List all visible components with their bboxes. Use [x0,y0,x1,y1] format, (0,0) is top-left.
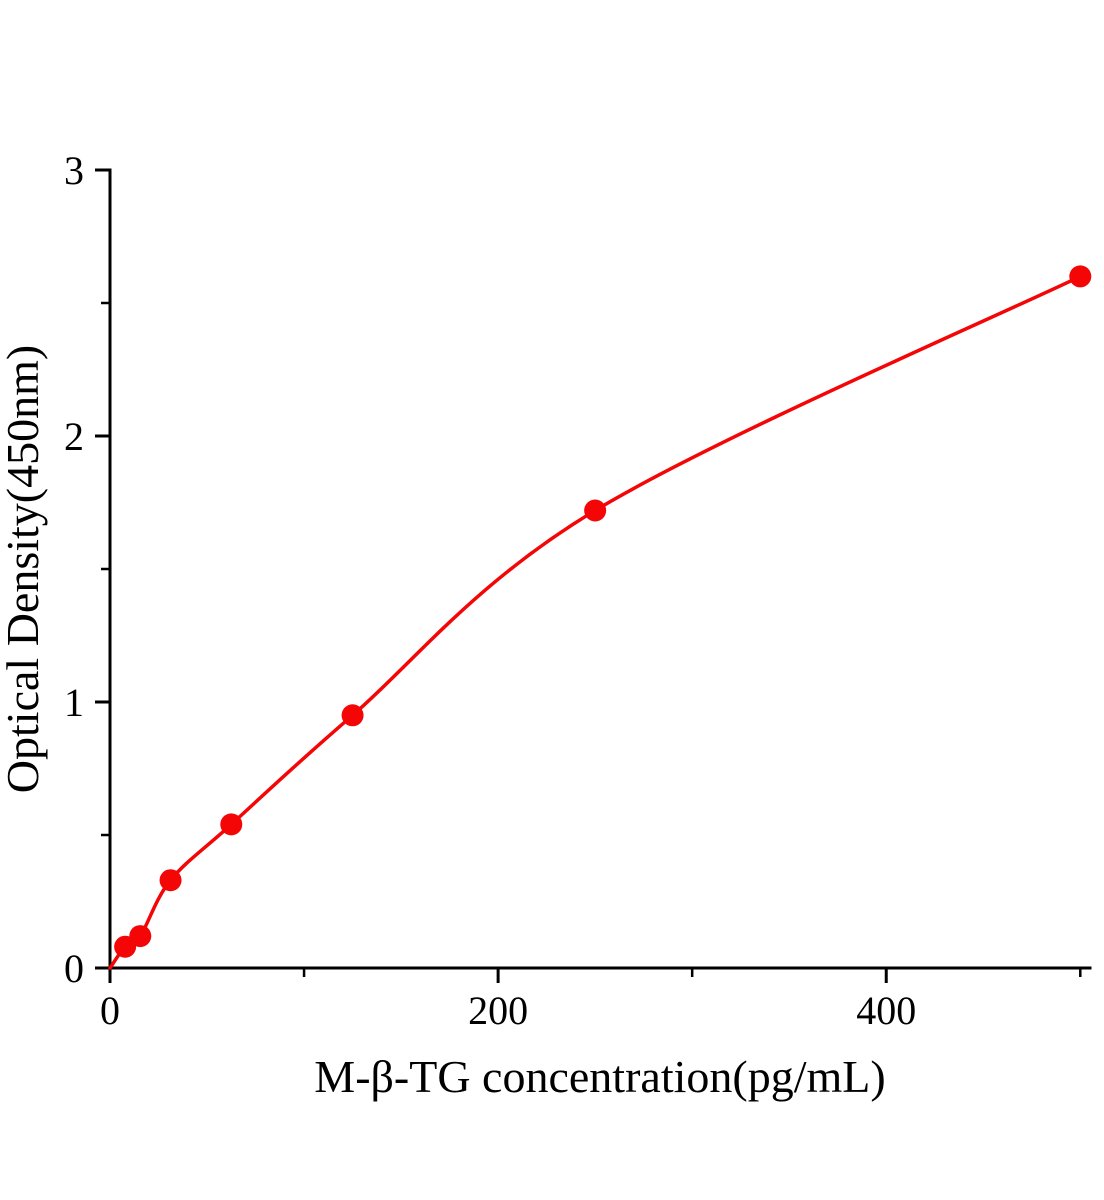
y-tick-label: 1 [64,680,84,725]
data-point [220,813,243,836]
data-point [1069,265,1092,288]
x-tick-label: 200 [468,988,528,1033]
y-tick-label: 2 [64,414,84,459]
data-point [159,869,182,892]
x-tick-label: 400 [856,988,916,1033]
fit-curve [108,274,1083,970]
y-tick-label: 0 [64,946,84,991]
data-point [129,925,152,948]
y-axis-title: Optical Density(450nm) [0,345,48,793]
data-point [341,704,364,727]
axes-layer: 0 200 400 0 1 2 3 [64,148,1092,1033]
y-tick-label: 3 [64,148,84,193]
x-tick-label: 0 [100,988,120,1033]
data-series-layer [108,265,1092,970]
data-point [584,499,607,522]
x-axis-title: M-β-TG concentration(pg/mL) [314,1051,885,1102]
